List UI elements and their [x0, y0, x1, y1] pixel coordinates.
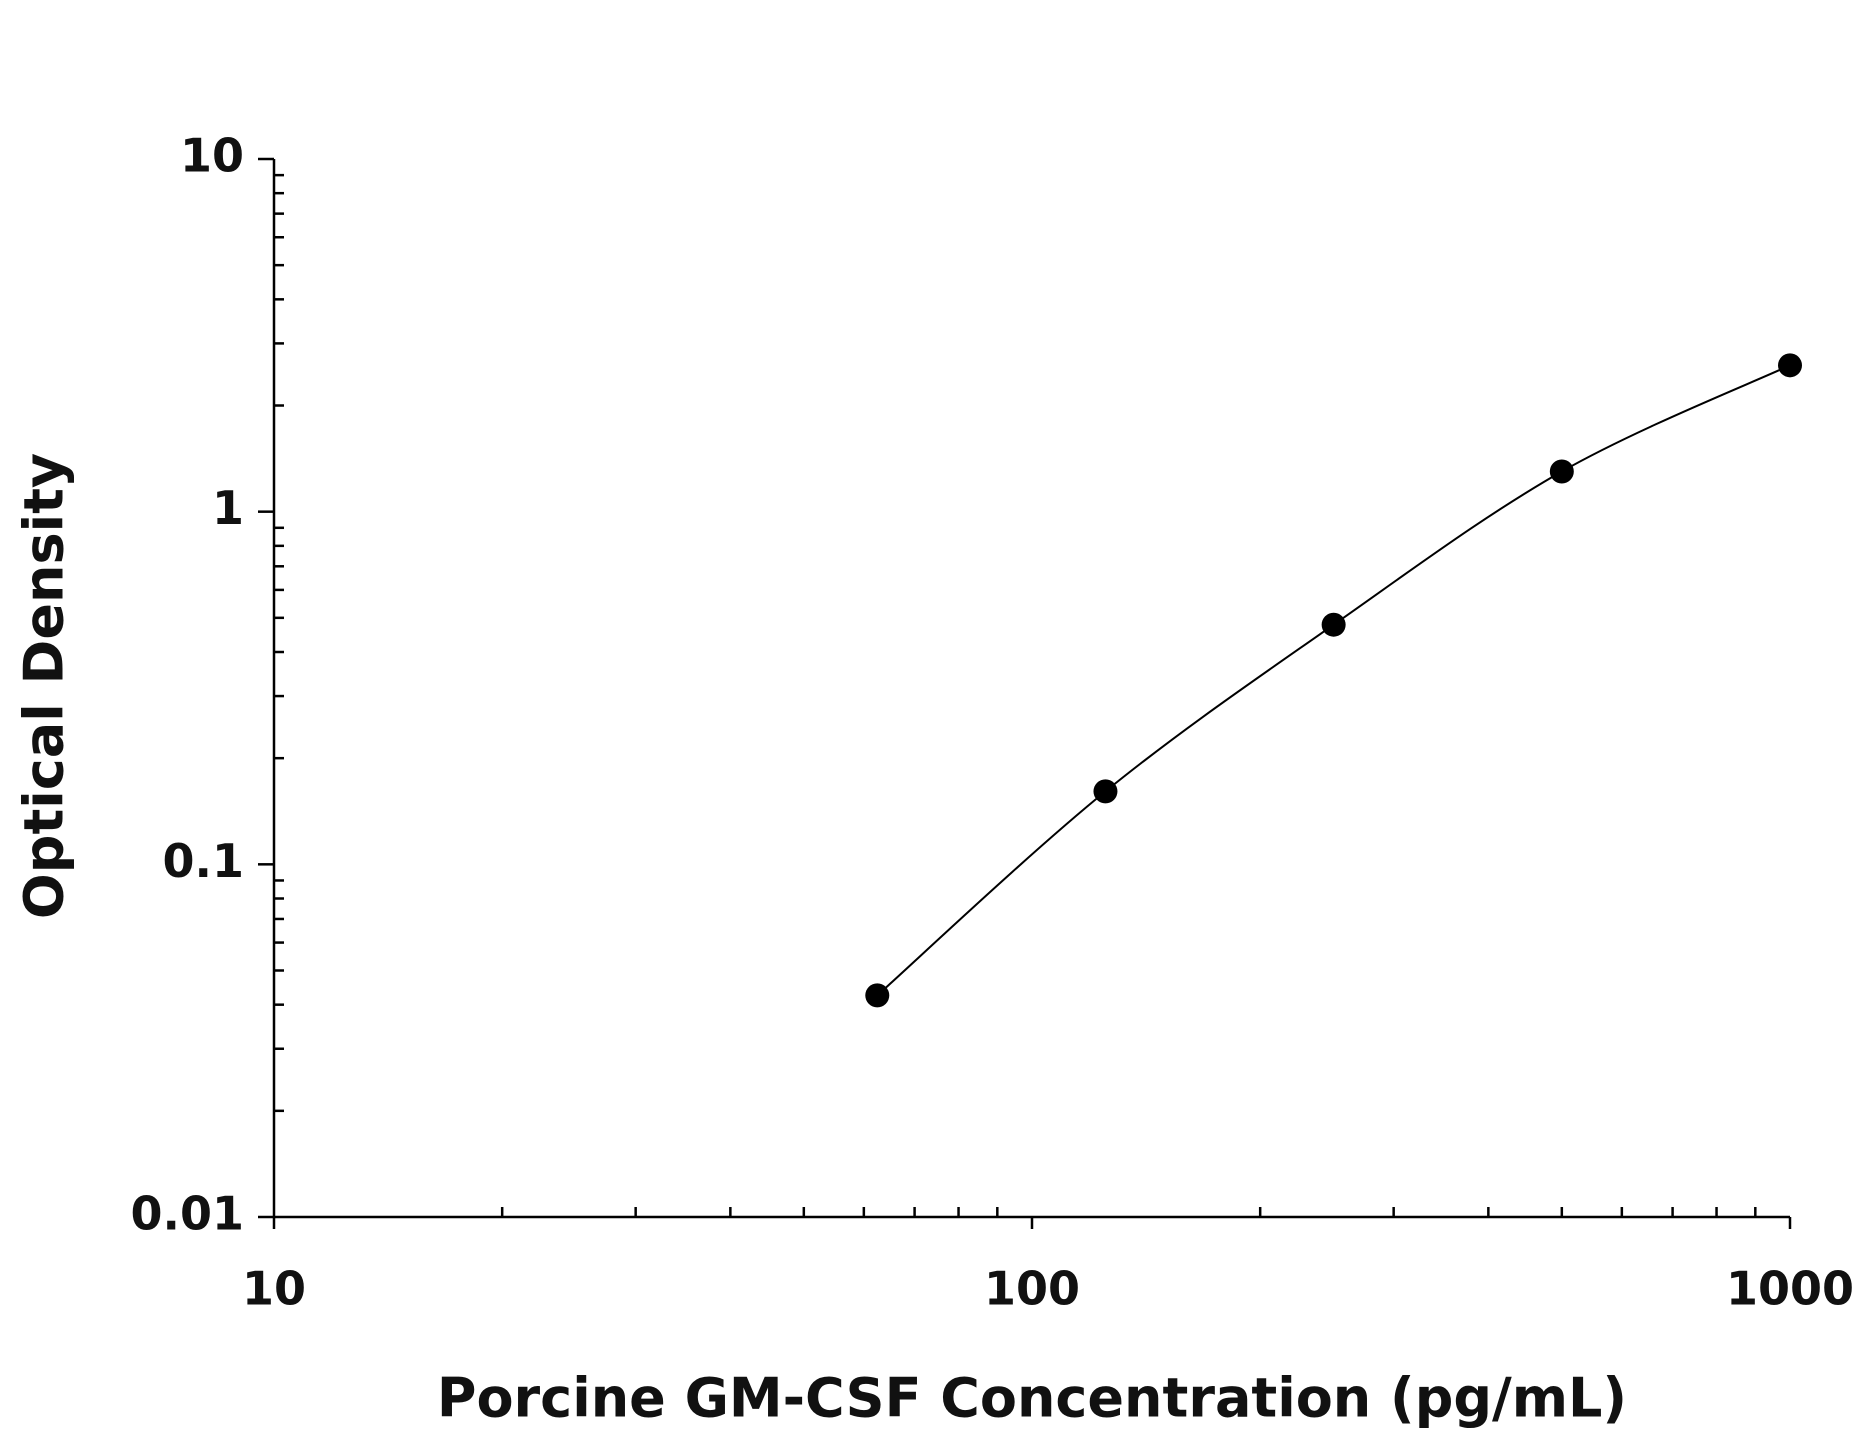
- x-tick-label: 100: [984, 1262, 1080, 1316]
- data-point: [1321, 612, 1346, 637]
- y-tick-label: 0.1: [163, 834, 245, 888]
- fit-line: [876, 364, 1791, 997]
- data-point: [1093, 779, 1118, 804]
- y-tick-label: 1: [212, 481, 244, 535]
- data-point: [1778, 353, 1802, 378]
- data-point: [1549, 459, 1574, 484]
- data-point: [865, 983, 890, 1008]
- x-tick-label: 1000: [1726, 1262, 1852, 1316]
- x-axis-title: Porcine GM-CSF Concentration (pg/mL): [437, 1367, 1627, 1430]
- y-tick-label: 0.01: [131, 1187, 245, 1241]
- y-tick-label: 10: [180, 129, 244, 183]
- y-axis-title: Optical Density: [13, 453, 76, 919]
- x-tick-label: 10: [242, 1262, 306, 1316]
